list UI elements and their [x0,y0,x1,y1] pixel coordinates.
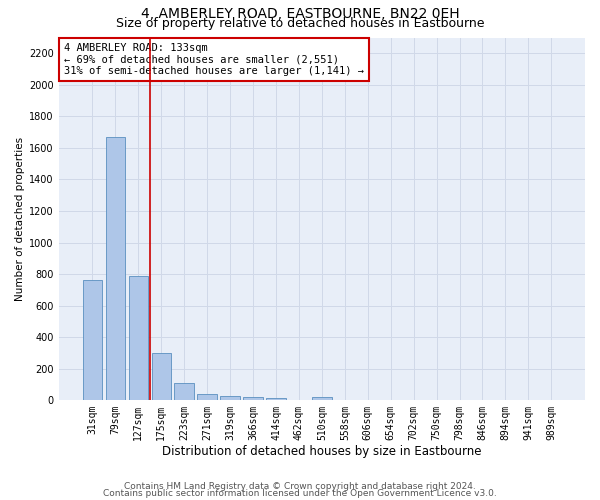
Bar [83,280,102,400]
Bar [106,137,125,400]
Bar [197,394,217,400]
Bar [220,396,240,400]
X-axis label: Distribution of detached houses by size in Eastbourne: Distribution of detached houses by size … [162,444,482,458]
Text: 4 AMBERLEY ROAD: 133sqm
← 69% of detached houses are smaller (2,551)
31% of semi: 4 AMBERLEY ROAD: 133sqm ← 69% of detache… [64,43,364,76]
Y-axis label: Number of detached properties: Number of detached properties [15,137,25,301]
Bar [266,398,286,400]
Text: 4, AMBERLEY ROAD, EASTBOURNE, BN22 0EH: 4, AMBERLEY ROAD, EASTBOURNE, BN22 0EH [140,8,460,22]
Text: Contains public sector information licensed under the Open Government Licence v3: Contains public sector information licen… [103,489,497,498]
Bar [128,276,148,400]
Bar [244,397,263,400]
Text: Contains HM Land Registry data © Crown copyright and database right 2024.: Contains HM Land Registry data © Crown c… [124,482,476,491]
Bar [312,397,332,400]
Bar [175,383,194,400]
Bar [152,353,171,400]
Text: Size of property relative to detached houses in Eastbourne: Size of property relative to detached ho… [116,16,484,30]
